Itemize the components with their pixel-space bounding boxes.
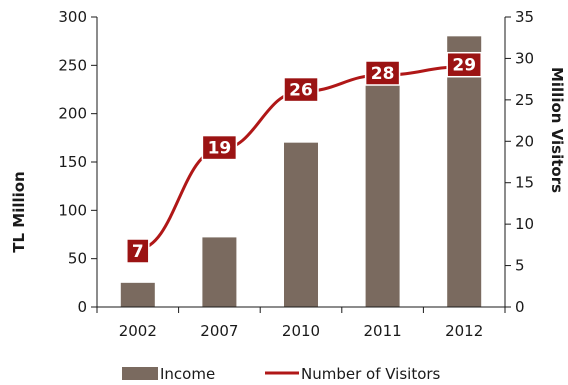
right-tick-label: 5	[515, 257, 525, 275]
visitors-data-label-box	[126, 238, 150, 264]
income-bar	[120, 282, 155, 307]
x-axis: 2002 2007 2010 2011 2012	[96, 306, 506, 340]
visitors-data-label: 7	[132, 242, 144, 262]
income-bars	[120, 36, 482, 307]
visitors-data-label-box	[364, 60, 401, 86]
right-tick-label: 25	[515, 91, 534, 109]
right-axis: 0 5 10 15 20 25 30 35	[504, 8, 534, 316]
left-tick-label: 50	[68, 250, 87, 268]
left-tick-label: 0	[77, 298, 87, 316]
right-tick-label: 10	[515, 215, 534, 233]
x-tick-label: 2007	[200, 322, 238, 340]
x-tick-label: 2011	[364, 322, 402, 340]
income-bar	[202, 237, 237, 307]
visitors-data-label: 19	[208, 139, 232, 159]
income-bar	[284, 142, 318, 307]
right-tick-label: 30	[515, 49, 534, 67]
income-bar	[447, 36, 482, 307]
left-tick-label: 200	[58, 105, 87, 123]
right-tick-label: 35	[515, 8, 534, 26]
legend-swatch-income	[122, 367, 158, 380]
left-tick-label: 150	[58, 153, 87, 171]
right-tick-label: 20	[515, 132, 534, 150]
left-tick-label: 100	[58, 201, 87, 219]
right-tick-label: 15	[515, 174, 534, 192]
visitors-data-label-box	[446, 51, 482, 78]
visitors-data-label-box	[201, 134, 238, 161]
visitors-data-label: 29	[452, 56, 476, 76]
x-tick-label: 2010	[282, 322, 320, 340]
legend: Income Number of Visitors	[122, 365, 441, 383]
x-tick-label: 2002	[119, 322, 157, 340]
visitors-data-label: 26	[289, 81, 313, 101]
visitors-data-label-box	[283, 76, 319, 103]
legend-label-visitors: Number of Visitors	[301, 365, 441, 383]
visitors-line-series: 7 19 26 28 29	[126, 51, 482, 264]
right-tick-label: 0	[515, 298, 525, 316]
left-tick-label: 250	[58, 56, 87, 74]
left-tick-label: 300	[58, 8, 87, 26]
right-axis-title: Million Visitors	[548, 67, 566, 193]
income-bar	[365, 62, 400, 307]
visitors-data-label: 28	[371, 64, 395, 84]
left-axis-title: TL Million	[10, 171, 28, 253]
x-tick-label: 2012	[445, 322, 483, 340]
legend-label-income: Income	[160, 365, 215, 383]
left-axis: 0 50 100 150 200 250 300	[58, 8, 98, 316]
